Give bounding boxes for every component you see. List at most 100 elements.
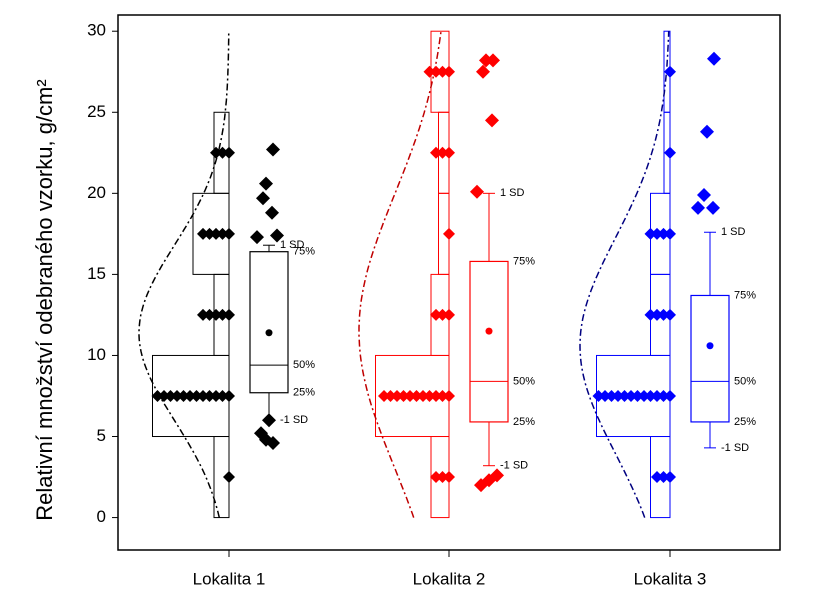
- box-label: 1 SD: [280, 239, 305, 251]
- dot-point: [605, 389, 618, 402]
- outlier: [266, 142, 280, 157]
- box-label: 75%: [293, 246, 315, 258]
- dot-point: [423, 65, 436, 78]
- dot-point: [638, 389, 650, 402]
- box-label: -1 SD: [721, 442, 749, 454]
- dot-point: [184, 389, 196, 402]
- dot-point: [177, 389, 190, 402]
- outlier: [485, 113, 499, 128]
- dot-point: [443, 471, 455, 484]
- box: [690, 294, 730, 423]
- dot-point: [664, 389, 676, 402]
- y-tick-label: 5: [97, 426, 106, 445]
- dot-point: [216, 146, 229, 159]
- mean-dot: [265, 329, 273, 337]
- dot-point: [436, 65, 449, 78]
- y-tick-label: 15: [87, 264, 106, 283]
- dot-point: [651, 471, 663, 484]
- outlier: [259, 176, 273, 191]
- outlier: [476, 64, 490, 79]
- normal-curve: [358, 31, 442, 518]
- outlier: [250, 230, 264, 245]
- dot-point: [197, 227, 209, 240]
- dot-point: [171, 389, 183, 402]
- dot-point: [443, 146, 455, 159]
- outlier: [470, 184, 484, 199]
- box-label: 1 SD: [500, 187, 525, 199]
- dot-point: [436, 389, 449, 402]
- box-label: 25%: [513, 416, 535, 428]
- dot-point: [417, 389, 429, 402]
- dot-point: [664, 65, 676, 78]
- outlier: [700, 124, 714, 139]
- dot-point: [210, 389, 222, 402]
- dot-point: [203, 308, 216, 321]
- dot-point: [423, 389, 436, 402]
- outlier: [265, 205, 279, 220]
- dot-point: [443, 65, 455, 78]
- y-axis-label: Relativní množství odebraného vzorku, g/…: [32, 79, 57, 520]
- dot-point: [430, 65, 442, 78]
- dot-point: [592, 389, 605, 402]
- x-tick-label: Lokalita 2: [413, 569, 486, 588]
- normal-curve: [138, 31, 230, 518]
- dot-point: [210, 146, 222, 159]
- outlier: [256, 191, 270, 206]
- dot-point: [436, 146, 449, 159]
- dot-point: [664, 471, 676, 484]
- dot-point: [443, 389, 455, 402]
- dot-point: [223, 227, 235, 240]
- dot-point: [210, 227, 222, 240]
- outlier: [262, 413, 276, 428]
- dot-point: [657, 389, 670, 402]
- outlier: [479, 53, 493, 68]
- dot-point: [443, 227, 455, 240]
- dot-point: [164, 389, 177, 402]
- dot-point: [657, 471, 670, 484]
- dot-point: [436, 471, 449, 484]
- outlier: [266, 436, 280, 450]
- y-tick-label: 25: [87, 102, 106, 121]
- y-tick-label: 0: [97, 507, 106, 526]
- dot-point: [664, 227, 676, 240]
- dot-point: [216, 308, 229, 321]
- dot-point: [644, 389, 657, 402]
- dot-point: [612, 389, 624, 402]
- dot-point: [625, 389, 637, 402]
- dot-point: [430, 389, 442, 402]
- box-label: 75%: [513, 255, 535, 267]
- box-label: 50%: [513, 375, 535, 387]
- dot-point: [644, 308, 657, 321]
- box: [249, 251, 289, 394]
- dot-point: [197, 389, 209, 402]
- dot-point: [657, 308, 670, 321]
- dot-point: [223, 389, 235, 402]
- y-tick-label: 10: [87, 345, 106, 364]
- outlier: [697, 187, 711, 202]
- dot-point: [190, 389, 203, 402]
- box-label: -1 SD: [500, 460, 528, 472]
- dot-point: [664, 308, 676, 321]
- dot-point: [436, 308, 449, 321]
- dot-point: [216, 227, 229, 240]
- dot-point: [631, 389, 644, 402]
- box-label: 75%: [734, 289, 756, 301]
- dot-point: [430, 308, 442, 321]
- outlier: [270, 228, 284, 243]
- x-tick-label: Lokalita 3: [634, 569, 707, 588]
- dot-point: [651, 308, 663, 321]
- dot-point: [599, 389, 611, 402]
- dot-point: [430, 146, 442, 159]
- normal-curve: [579, 31, 670, 518]
- dot-point: [391, 389, 403, 402]
- dot-point: [223, 146, 235, 159]
- box-label: 50%: [293, 359, 315, 371]
- dot-point: [430, 471, 442, 484]
- dot-point: [651, 227, 663, 240]
- dot-point: [397, 389, 410, 402]
- dot-point: [404, 389, 416, 402]
- dot-point: [216, 389, 229, 402]
- dot-point: [651, 389, 663, 402]
- dot-point: [664, 146, 676, 159]
